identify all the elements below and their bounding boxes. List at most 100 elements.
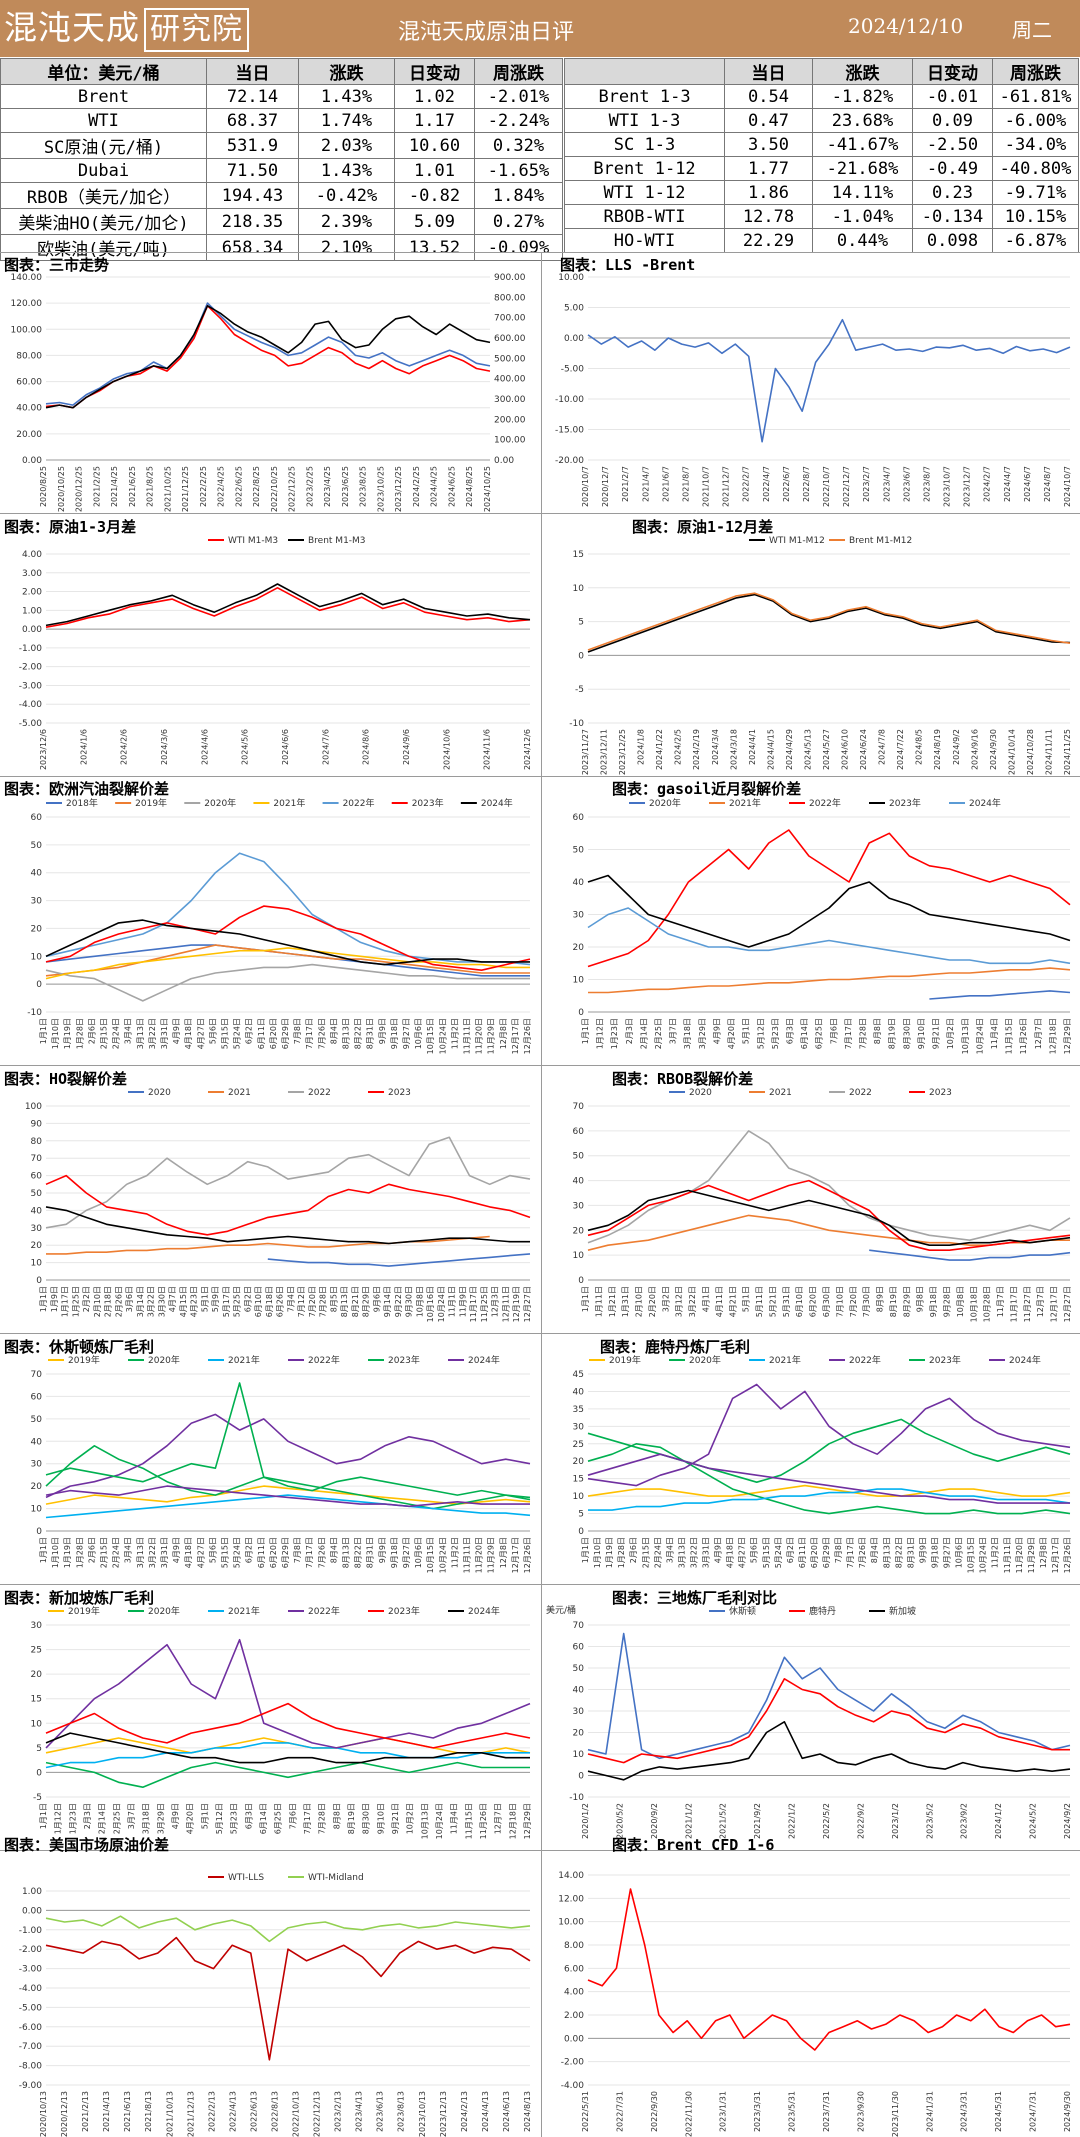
x-tick-label: 5月6日 (208, 1018, 217, 1044)
x-tick-label: 1月1日 (39, 1286, 48, 1312)
legend-label: 2020 (689, 1088, 712, 1098)
series-line (45, 1732, 530, 1764)
x-tick-label: 7月4日 (286, 1286, 295, 1312)
x-tick-label: 7月26日 (317, 1537, 326, 1568)
table-row: Brent 72.14 1.43% 1.02 -2.01% (0, 84, 563, 109)
y-tick-label: 30 (573, 911, 585, 921)
x-tick-label: 2020/1/2 (581, 1803, 590, 1839)
y-tick-label: 4.00 (22, 550, 42, 560)
y-tick-label: 10 (573, 584, 585, 594)
x-tick-label: 7月6日 (829, 1018, 838, 1044)
series-line (45, 944, 530, 977)
series-line (45, 305, 491, 409)
y-tick-label: 70 (31, 1154, 43, 1164)
y2-tick-label: 700.00 (494, 314, 526, 324)
x-tick-label: 2021/2/7 (621, 466, 630, 502)
y-tick-label: 2.00 (22, 588, 42, 598)
x-tick-label: 8月4日 (870, 1537, 879, 1563)
x-tick-label: 2024/2/5 (674, 729, 683, 765)
x-tick-label: 3月7日 (669, 1018, 678, 1044)
x-tick-label: 7月26日 (858, 1537, 867, 1568)
x-tick-label: 4月21日 (728, 1286, 737, 1317)
x-tick-label: 7月10日 (835, 1286, 844, 1317)
chart-svg: 1.00 0.00 -1.00 -2.00 -3.00 -4.00 -5.00 -6.00 -7… (19, 1873, 532, 2137)
x-tick-label: 2021/2/13 (81, 2091, 90, 2132)
x-tick-label: 2023/11/27 (581, 729, 590, 775)
legend-label: 2019年 (68, 1354, 100, 1366)
x-tick-label: 6月11日 (257, 1537, 266, 1568)
y-tick-label: 60 (573, 1127, 585, 1137)
x-tick-label: 6月3日 (785, 1018, 794, 1044)
x-tick-label: 8月19日 (889, 1286, 898, 1317)
x-tick-label: 2月3日 (625, 1018, 634, 1044)
table-cell: 14.11% (812, 180, 913, 205)
y-tick-label: 10 (31, 1505, 43, 1515)
x-tick-label: 11月4日 (450, 1803, 459, 1834)
x-tick-label: 10月13日 (420, 1803, 429, 1839)
y-tick-label: 20 (31, 1482, 43, 1492)
x-tick-label: 2022/2/13 (207, 2091, 216, 2132)
legend-label: 2022年 (343, 797, 375, 809)
row-label: WTI 1-3 (564, 108, 725, 133)
y-tick-label: 60.00 (16, 378, 42, 388)
x-tick-label: 7月30日 (862, 1286, 871, 1317)
x-tick-label: 9月9日 (378, 1018, 387, 1044)
series-line (45, 1494, 531, 1519)
table-row: Brent 1-12 1.77 -21.68% -0.49 -40.80% (564, 156, 1079, 181)
x-tick-label: 8月9日 (876, 1286, 885, 1312)
x-tick-label: 2024/3/31 (960, 2091, 969, 2132)
x-tick-label: 3月13日 (677, 1537, 686, 1568)
series-line (587, 318, 1071, 443)
x-tick-label: 2024/10/25 (483, 466, 492, 512)
x-tick-label: 12月26日 (523, 1537, 532, 1573)
x-tick-label: 3月31日 (160, 1537, 169, 1568)
y-tick-label: 10 (573, 1750, 585, 1760)
series-line (45, 1761, 530, 1788)
chart-gasoil-crack: 60 50 40 30 20 10 0 1月1日 1月12日 1月23日 2月3日 2月14日 2月25… (542, 793, 1080, 1064)
x-tick-label: 2022/1/2 (788, 1803, 797, 1839)
chart-title: 图表：RBOB裂解价差 (612, 1070, 754, 1088)
chart-title: 图表：欧洲汽油裂解价差 (4, 780, 170, 798)
legend-label: 2021年 (273, 797, 305, 809)
y-tick-label: -4.00 (19, 1984, 43, 1994)
x-tick-label: 2020/8/25 (39, 466, 48, 507)
y-tick-label: 0 (578, 651, 584, 661)
series-line (45, 1638, 531, 1749)
x-tick-label: 2023/2/25 (305, 466, 314, 507)
table-cell: -2.50 (912, 132, 993, 157)
x-tick-label: 11月17日 (469, 1286, 478, 1322)
report-date: 2024/12/10 (848, 14, 964, 38)
y-tick-label: 40 (573, 1686, 585, 1696)
y-tick-label: 0.00 (22, 456, 42, 466)
y-tick-label: 60 (31, 1392, 43, 1402)
y-tick-label: 0 (578, 1772, 584, 1782)
x-tick-label: 2024/3/6 (160, 729, 169, 765)
divider (541, 252, 542, 2137)
y-tick-label: 1.00 (22, 1887, 42, 1897)
x-tick-label: 4月27日 (196, 1537, 205, 1568)
column-header (564, 58, 725, 85)
x-tick-label: 11月4日 (990, 1018, 999, 1049)
series-line (588, 1488, 1071, 1511)
x-tick-label: 4月9日 (172, 1018, 181, 1044)
row-label: 美柴油HO(美元/加仑) (0, 208, 207, 235)
legend-label: 2023年 (388, 1354, 420, 1366)
x-tick-label: 9月9日 (378, 1537, 387, 1563)
x-tick-label: 9月18日 (930, 1537, 939, 1568)
x-tick-label: 8月13日 (340, 1286, 349, 1317)
table-cell: 2.39% (298, 208, 395, 235)
x-tick-label: 4月18日 (184, 1018, 193, 1049)
row-label: RBOB（美元/加仑） (0, 182, 207, 209)
x-tick-label: 11月29日 (487, 1537, 496, 1573)
table-cell: 1.84% (474, 182, 563, 209)
x-tick-label: 11月11日 (463, 1537, 472, 1573)
x-tick-label: 3月30日 (157, 1286, 166, 1317)
y-tick-label: 40 (31, 1437, 43, 1447)
x-tick-label: 11月17日 (1009, 1286, 1018, 1322)
y2-tick-label: 900.00 (494, 273, 526, 283)
x-tick-label: 2024/4/29 (785, 729, 794, 770)
x-tick-label: 1月10日 (51, 1537, 60, 1568)
x-tick-label: 10月24日 (435, 1803, 444, 1839)
x-tick-label: 1月12日 (54, 1803, 63, 1834)
